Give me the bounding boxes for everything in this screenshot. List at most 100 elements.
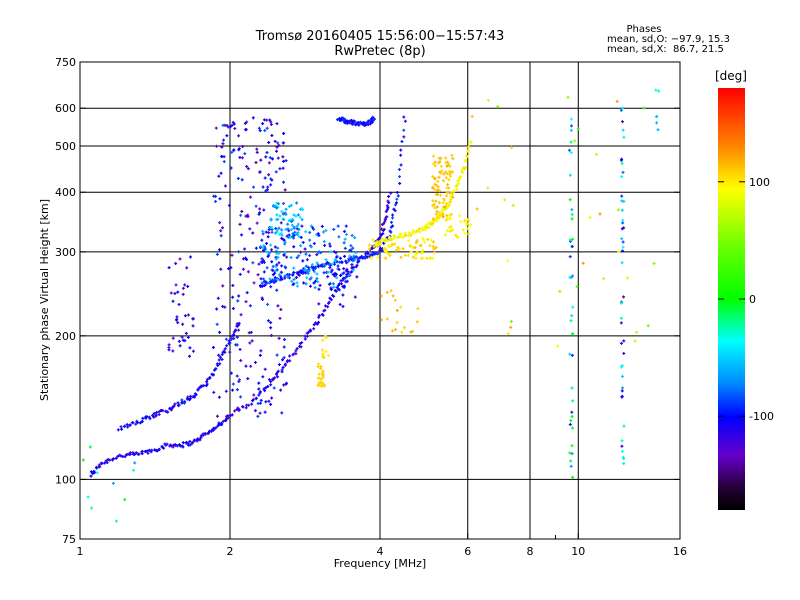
data-point: [568, 255, 572, 259]
data-point: [622, 295, 626, 299]
data-point: [104, 459, 108, 463]
data-point: [270, 334, 274, 338]
data-point: [297, 228, 301, 232]
data-point: [221, 123, 225, 127]
data-point: [396, 194, 400, 198]
data-point: [231, 307, 235, 311]
data-point: [421, 256, 425, 260]
data-point: [394, 248, 398, 252]
data-point: [399, 232, 403, 236]
data-point: [213, 427, 217, 431]
data-points: [81, 88, 661, 523]
data-point: [335, 276, 339, 280]
data-point: [265, 266, 269, 270]
data-point: [282, 217, 286, 221]
data-point: [450, 153, 454, 157]
data-point: [333, 271, 337, 275]
data-point: [237, 134, 241, 138]
data-point: [275, 268, 279, 272]
data-point: [339, 274, 343, 278]
data-point: [322, 271, 326, 275]
data-point: [656, 128, 660, 132]
data-point: [320, 384, 324, 388]
data-point: [328, 282, 332, 286]
data-point: [282, 180, 286, 184]
data-point: [114, 456, 118, 460]
data-point: [227, 267, 231, 271]
data-point: [141, 416, 145, 420]
data-point: [136, 452, 140, 456]
data-point: [379, 318, 383, 322]
data-point: [266, 254, 270, 258]
stats-o-line: mean, sd,O: −97.9, 15.3: [607, 34, 730, 45]
data-point: [395, 321, 399, 325]
data-point: [132, 468, 136, 472]
data-point: [266, 302, 270, 306]
data-point: [116, 428, 120, 432]
data-point: [246, 213, 250, 217]
data-point: [266, 235, 270, 239]
data-point: [257, 393, 261, 397]
data-point: [368, 247, 372, 251]
data-point: [301, 259, 305, 263]
data-point: [324, 229, 328, 233]
data-point: [322, 230, 326, 234]
data-point: [602, 277, 606, 281]
data-point: [279, 388, 283, 392]
data-point: [264, 400, 268, 404]
data-point: [576, 127, 580, 131]
data-point: [392, 207, 396, 211]
data-point: [409, 233, 413, 237]
data-point: [270, 396, 274, 400]
data-point: [278, 214, 282, 218]
data-point: [329, 270, 333, 274]
data-point: [267, 140, 271, 144]
data-point: [308, 284, 312, 288]
data-point: [292, 270, 296, 274]
data-point: [269, 380, 273, 384]
data-point: [449, 212, 453, 216]
data-point: [258, 401, 262, 405]
data-point: [381, 232, 385, 236]
data-point: [174, 318, 178, 322]
data-point: [245, 164, 249, 168]
data-point: [314, 321, 318, 325]
data-point: [251, 116, 255, 120]
data-point: [292, 266, 296, 270]
data-point: [400, 330, 404, 334]
data-point: [569, 459, 573, 463]
data-point: [237, 148, 241, 152]
data-point: [458, 175, 462, 179]
data-point: [370, 256, 374, 260]
data-point: [448, 214, 452, 218]
data-point: [425, 256, 429, 260]
data-point: [266, 185, 270, 189]
data-point: [247, 331, 251, 335]
data-point: [171, 336, 175, 340]
data-point: [123, 424, 127, 428]
data-point: [431, 245, 435, 249]
data-point: [444, 156, 448, 160]
data-point: [435, 184, 439, 188]
data-point: [188, 443, 192, 447]
data-point: [277, 143, 281, 147]
data-point: [231, 388, 235, 392]
data-point: [421, 249, 425, 253]
data-point: [435, 210, 439, 214]
data-point: [245, 291, 249, 295]
data-point: [355, 263, 359, 267]
data-point: [297, 234, 301, 238]
data-point: [271, 273, 275, 277]
data-point: [334, 251, 338, 255]
data-point: [176, 404, 180, 408]
data-point: [291, 232, 295, 236]
data-point: [411, 255, 415, 259]
data-point: [186, 313, 190, 317]
grid: [80, 62, 680, 539]
data-point: [290, 279, 294, 283]
data-point: [167, 266, 171, 270]
data-point: [365, 250, 369, 254]
data-point: [657, 89, 661, 93]
data-point: [224, 418, 228, 422]
data-point: [570, 124, 574, 128]
